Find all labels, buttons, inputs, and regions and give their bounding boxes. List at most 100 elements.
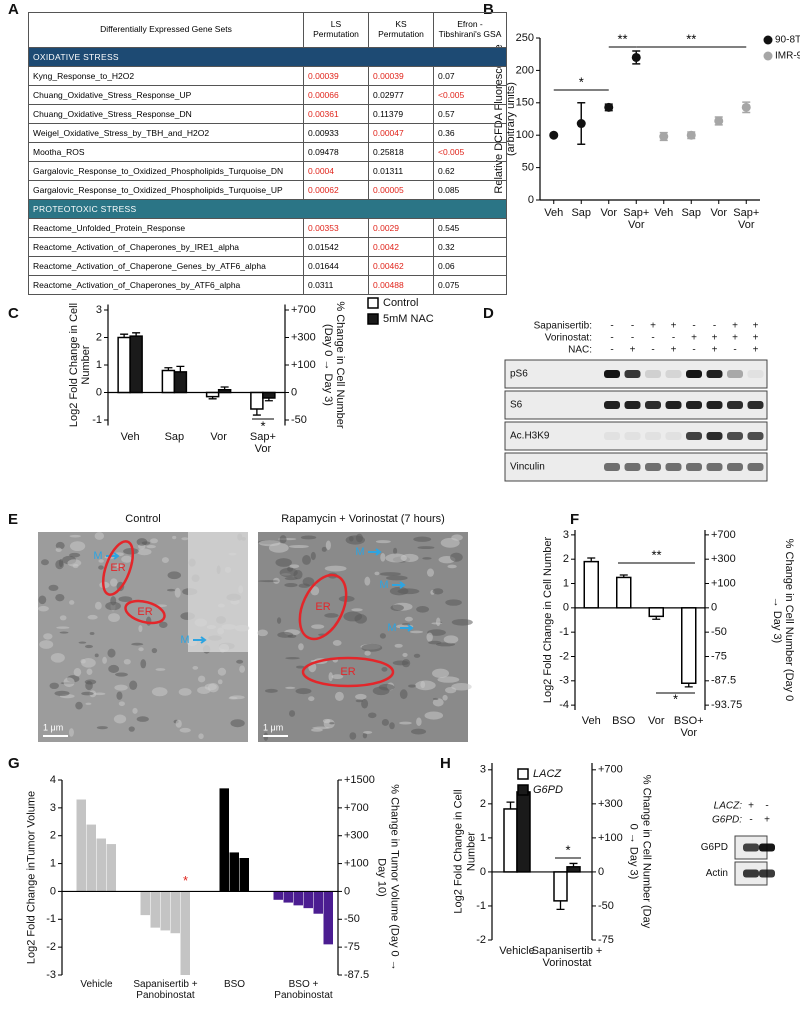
mito-arrow xyxy=(193,636,207,644)
bar xyxy=(96,838,106,892)
x-tick-label: Vehicle xyxy=(499,945,535,957)
y2-axis-label: % Change in Tumor Volume (Day 0 → Day 10… xyxy=(376,784,401,971)
p-value: 0.06 xyxy=(433,256,507,276)
micrograph-texture xyxy=(118,701,125,707)
micrograph-texture xyxy=(361,643,383,652)
mito-arrow xyxy=(400,624,414,632)
micrograph-texture xyxy=(426,568,435,577)
treatment-sign: + xyxy=(753,333,759,344)
micrograph-texture xyxy=(424,711,444,720)
p-value: 0.00039 xyxy=(303,66,369,86)
bar xyxy=(205,391,220,398)
micrograph-texture xyxy=(394,643,403,648)
x-tick-label-box: Sap+ Vor xyxy=(249,431,276,456)
y-tick-label: 2 xyxy=(96,331,102,343)
p-value: 0.11379 xyxy=(368,104,434,124)
p-value: 0.36 xyxy=(433,123,507,143)
micrograph-texture xyxy=(355,693,367,700)
micrograph-texture xyxy=(436,617,441,627)
micrograph-texture xyxy=(55,547,62,553)
micrograph-texture xyxy=(410,728,427,735)
mito-arrow xyxy=(106,552,120,560)
micrograph-texture xyxy=(268,542,289,553)
gene-set-name: Chuang_Oxidative_Stress_Response_UP xyxy=(28,85,304,105)
micrograph-texture xyxy=(140,659,147,669)
micrograph-texture xyxy=(324,613,339,618)
gene-set-name: Reactome_Activation_of_Chaperones_by_ATF… xyxy=(28,275,304,295)
bar xyxy=(648,607,664,618)
micrograph-texture xyxy=(118,596,133,602)
bar xyxy=(323,891,333,945)
treatment-label: Sapanisertib: xyxy=(534,321,592,332)
micrograph-texture xyxy=(328,672,333,682)
panel-letter: D xyxy=(483,305,494,322)
gene-set-name: Reactome_Unfolded_Protein_Response xyxy=(28,218,304,238)
legend-label: G6PD xyxy=(533,784,563,796)
y-tick-label: 2 xyxy=(480,798,486,810)
y-tick-label: -2 xyxy=(476,934,486,946)
significance-label: ** xyxy=(617,31,627,46)
x-tick-label-box: Vehicle xyxy=(499,945,535,957)
band xyxy=(624,401,641,409)
gene-set-row: Reactome_Activation_of_Chaperone_Genes_b… xyxy=(28,256,507,276)
data-point xyxy=(686,130,696,140)
micrograph-texture xyxy=(288,710,296,717)
micrograph-texture xyxy=(289,564,300,569)
mito-label: M xyxy=(355,546,364,558)
data-point xyxy=(659,131,669,141)
y2-tick-label: -50 xyxy=(711,626,727,638)
micrograph-texture xyxy=(416,717,422,726)
p-value: 0.01644 xyxy=(303,256,369,276)
section-row: PROTEOTOXIC STRESS xyxy=(28,199,507,219)
micrograph-texture xyxy=(445,599,462,606)
y-tick-label: 1 xyxy=(563,577,569,589)
micrograph-texture xyxy=(159,621,168,628)
significance-label: * xyxy=(565,842,570,857)
treatment-sign: + xyxy=(671,345,677,356)
micrograph-texture xyxy=(178,688,192,696)
bar xyxy=(303,891,313,909)
micrograph-texture xyxy=(151,687,168,697)
micrograph-texture xyxy=(323,718,335,729)
x-tick-label: Sap+ Vor xyxy=(249,431,276,456)
band xyxy=(743,843,759,852)
x-tick-label: Sap+ Vor xyxy=(733,207,760,232)
micrograph-texture xyxy=(123,548,139,555)
treatment-sign: + xyxy=(691,333,697,344)
y-tick-label: 0 xyxy=(528,194,534,206)
micrograph-texture xyxy=(447,564,457,569)
band xyxy=(665,370,682,378)
band-label: S6 xyxy=(510,400,523,411)
micrograph-texture xyxy=(364,650,371,656)
micrograph-texture xyxy=(379,633,386,639)
er-outline xyxy=(101,540,135,596)
micrograph-texture xyxy=(432,668,450,678)
legend-swatch xyxy=(367,313,379,325)
y-tick-label: 150 xyxy=(516,97,534,109)
p-value: 0.09478 xyxy=(303,142,369,162)
bar xyxy=(229,852,239,892)
micrograph-texture xyxy=(161,557,169,563)
y-axis-label-box: Log2 Fold Change in Cell Number xyxy=(541,536,554,704)
x-tick-label: Vor xyxy=(600,207,617,219)
y2-tick-label: -75 xyxy=(711,650,727,662)
micrograph-texture xyxy=(68,728,74,737)
error-bar xyxy=(252,409,261,416)
micrograph-texture xyxy=(69,541,86,551)
panel-letter: C xyxy=(8,305,19,322)
micrograph-texture xyxy=(310,551,316,561)
micrograph-texture xyxy=(188,532,248,652)
p-value: 0.02977 xyxy=(368,85,434,105)
y2-tick-label: +300 xyxy=(344,830,369,842)
y-axis-label: Log2 Fold Change in Cell Number xyxy=(541,536,554,704)
micrograph-texture xyxy=(279,535,287,544)
x-tick-label-box: Sap+ Vor xyxy=(623,207,649,231)
micrograph-texture xyxy=(93,692,106,696)
p-value: 0.00039 xyxy=(368,66,434,86)
band xyxy=(706,463,723,471)
micrograph-texture xyxy=(343,611,363,622)
legend-label: 5mM NAC xyxy=(383,313,434,325)
micrograph-texture xyxy=(392,660,409,666)
y-tick-label: -4 xyxy=(559,699,569,711)
y-tick-label: 250 xyxy=(516,32,534,44)
